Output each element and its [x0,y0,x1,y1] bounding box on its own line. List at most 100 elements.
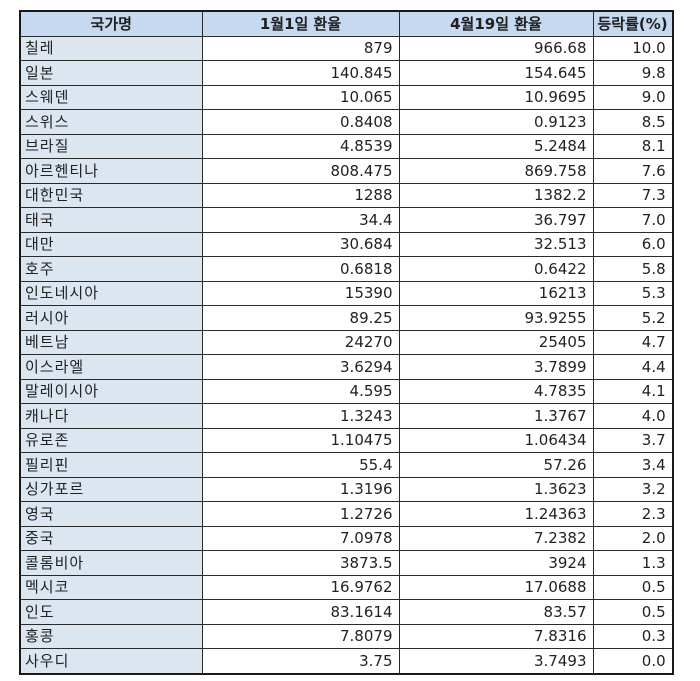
apr19-rate-cell: 3.7899 [398,354,594,380]
table-row: 대한민국 1288 1382.2 7.3 [19,182,674,208]
apr19-rate-cell: 966.68 [398,35,594,61]
country-cell: 싱가포르 [19,476,203,502]
country-cell: 스웨덴 [19,84,203,110]
apr19-rate-cell: 1.3767 [398,403,594,429]
jan1-rate-cell: 0.6818 [201,256,400,282]
change-pct-cell: 4.4 [592,354,674,380]
exchange-rate-table: 국가명 1월1일 환율 4월19일 환율 등락률(%) 칠레 879 966.68 1… [19,10,674,675]
country-cell: 콜롬비아 [19,550,203,576]
exchange-rate-table-container: 국가명 1월1일 환율 4월19일 환율 등락률(%) 칠레 879 966.68 1… [19,10,674,675]
jan1-rate-cell: 1.3196 [201,476,400,502]
apr19-rate-cell: 83.57 [398,599,594,625]
jan1-rate-cell: 4.595 [201,378,400,404]
apr19-rate-cell: 93.9255 [398,305,594,331]
jan1-rate-cell: 3.6294 [201,354,400,380]
country-cell: 멕시코 [19,574,203,600]
table-row: 캐나다 1.3243 1.3767 4.0 [19,403,674,429]
country-cell: 대만 [19,231,203,257]
change-pct-cell: 8.1 [592,133,674,159]
apr19-rate-cell: 869.758 [398,158,594,184]
jan1-rate-cell: 1288 [201,182,400,208]
table-row: 스위스 0.8408 0.9123 8.5 [19,109,674,135]
table-row: 브라질 4.8539 5.2484 8.1 [19,133,674,159]
table-row: 스웨덴 10.065 10.9695 9.0 [19,84,674,110]
country-cell: 영국 [19,501,203,527]
table-row: 필리핀 55.4 57.26 3.4 [19,452,674,478]
table-row: 베트남 24270 25405 4.7 [19,329,674,355]
table-row: 중국 7.0978 7.2382 2.0 [19,525,674,551]
change-pct-cell: 0.5 [592,574,674,600]
header-apr19-rate: 4월19일 환율 [398,10,594,37]
table-row: 러시아 89.25 93.9255 5.2 [19,305,674,331]
header-country: 국가명 [19,10,203,37]
change-pct-cell: 7.3 [592,182,674,208]
apr19-rate-cell: 17.0688 [398,574,594,600]
change-pct-cell: 3.7 [592,427,674,453]
table-row: 유로존 1.10475 1.06434 3.7 [19,427,674,453]
header-jan1-rate: 1월1일 환율 [201,10,400,37]
table-row: 칠레 879 966.68 10.0 [19,35,674,61]
header-change-pct: 등락률(%) [592,10,674,37]
apr19-rate-cell: 3.7493 [398,648,594,674]
jan1-rate-cell: 4.8539 [201,133,400,159]
apr19-rate-cell: 4.7835 [398,378,594,404]
table-row: 싱가포르 1.3196 1.3623 3.2 [19,476,674,502]
jan1-rate-cell: 879 [201,35,400,61]
table-row: 대만 30.684 32.513 6.0 [19,231,674,257]
country-cell: 호주 [19,256,203,282]
apr19-rate-cell: 1382.2 [398,182,594,208]
country-cell: 대한민국 [19,182,203,208]
apr19-rate-cell: 1.3623 [398,476,594,502]
change-pct-cell: 7.0 [592,207,674,233]
change-pct-cell: 3.2 [592,476,674,502]
table-row: 홍콩 7.8079 7.8316 0.3 [19,623,674,649]
jan1-rate-cell: 55.4 [201,452,400,478]
jan1-rate-cell: 16.9762 [201,574,400,600]
apr19-rate-cell: 154.645 [398,60,594,86]
country-cell: 이스라엘 [19,354,203,380]
country-cell: 중국 [19,525,203,551]
country-cell: 일본 [19,60,203,86]
change-pct-cell: 1.3 [592,550,674,576]
country-cell: 베트남 [19,329,203,355]
apr19-rate-cell: 0.6422 [398,256,594,282]
jan1-rate-cell: 0.8408 [201,109,400,135]
change-pct-cell: 5.2 [592,305,674,331]
jan1-rate-cell: 89.25 [201,305,400,331]
apr19-rate-cell: 7.2382 [398,525,594,551]
apr19-rate-cell: 5.2484 [398,133,594,159]
change-pct-cell: 7.6 [592,158,674,184]
country-cell: 태국 [19,207,203,233]
country-cell: 아르헨티나 [19,158,203,184]
country-cell: 유로존 [19,427,203,453]
jan1-rate-cell: 808.475 [201,158,400,184]
country-cell: 필리핀 [19,452,203,478]
jan1-rate-cell: 1.3243 [201,403,400,429]
country-cell: 사우디 [19,648,203,674]
country-cell: 칠레 [19,35,203,61]
change-pct-cell: 2.0 [592,525,674,551]
table-row: 인도네시아 15390 16213 5.3 [19,280,674,306]
change-pct-cell: 4.1 [592,378,674,404]
change-pct-cell: 4.7 [592,329,674,355]
jan1-rate-cell: 1.2726 [201,501,400,527]
jan1-rate-cell: 140.845 [201,60,400,86]
apr19-rate-cell: 25405 [398,329,594,355]
change-pct-cell: 0.3 [592,623,674,649]
country-cell: 인도 [19,599,203,625]
change-pct-cell: 2.3 [592,501,674,527]
jan1-rate-cell: 34.4 [201,207,400,233]
header-row: 국가명 1월1일 환율 4월19일 환율 등락률(%) [19,10,674,37]
country-cell: 러시아 [19,305,203,331]
jan1-rate-cell: 10.065 [201,84,400,110]
apr19-rate-cell: 7.8316 [398,623,594,649]
apr19-rate-cell: 1.24363 [398,501,594,527]
country-cell: 인도네시아 [19,280,203,306]
table-row: 아르헨티나 808.475 869.758 7.6 [19,158,674,184]
table-row: 사우디 3.75 3.7493 0.0 [19,648,674,674]
apr19-rate-cell: 0.9123 [398,109,594,135]
jan1-rate-cell: 15390 [201,280,400,306]
table-row: 이스라엘 3.6294 3.7899 4.4 [19,354,674,380]
jan1-rate-cell: 7.8079 [201,623,400,649]
apr19-rate-cell: 3924 [398,550,594,576]
